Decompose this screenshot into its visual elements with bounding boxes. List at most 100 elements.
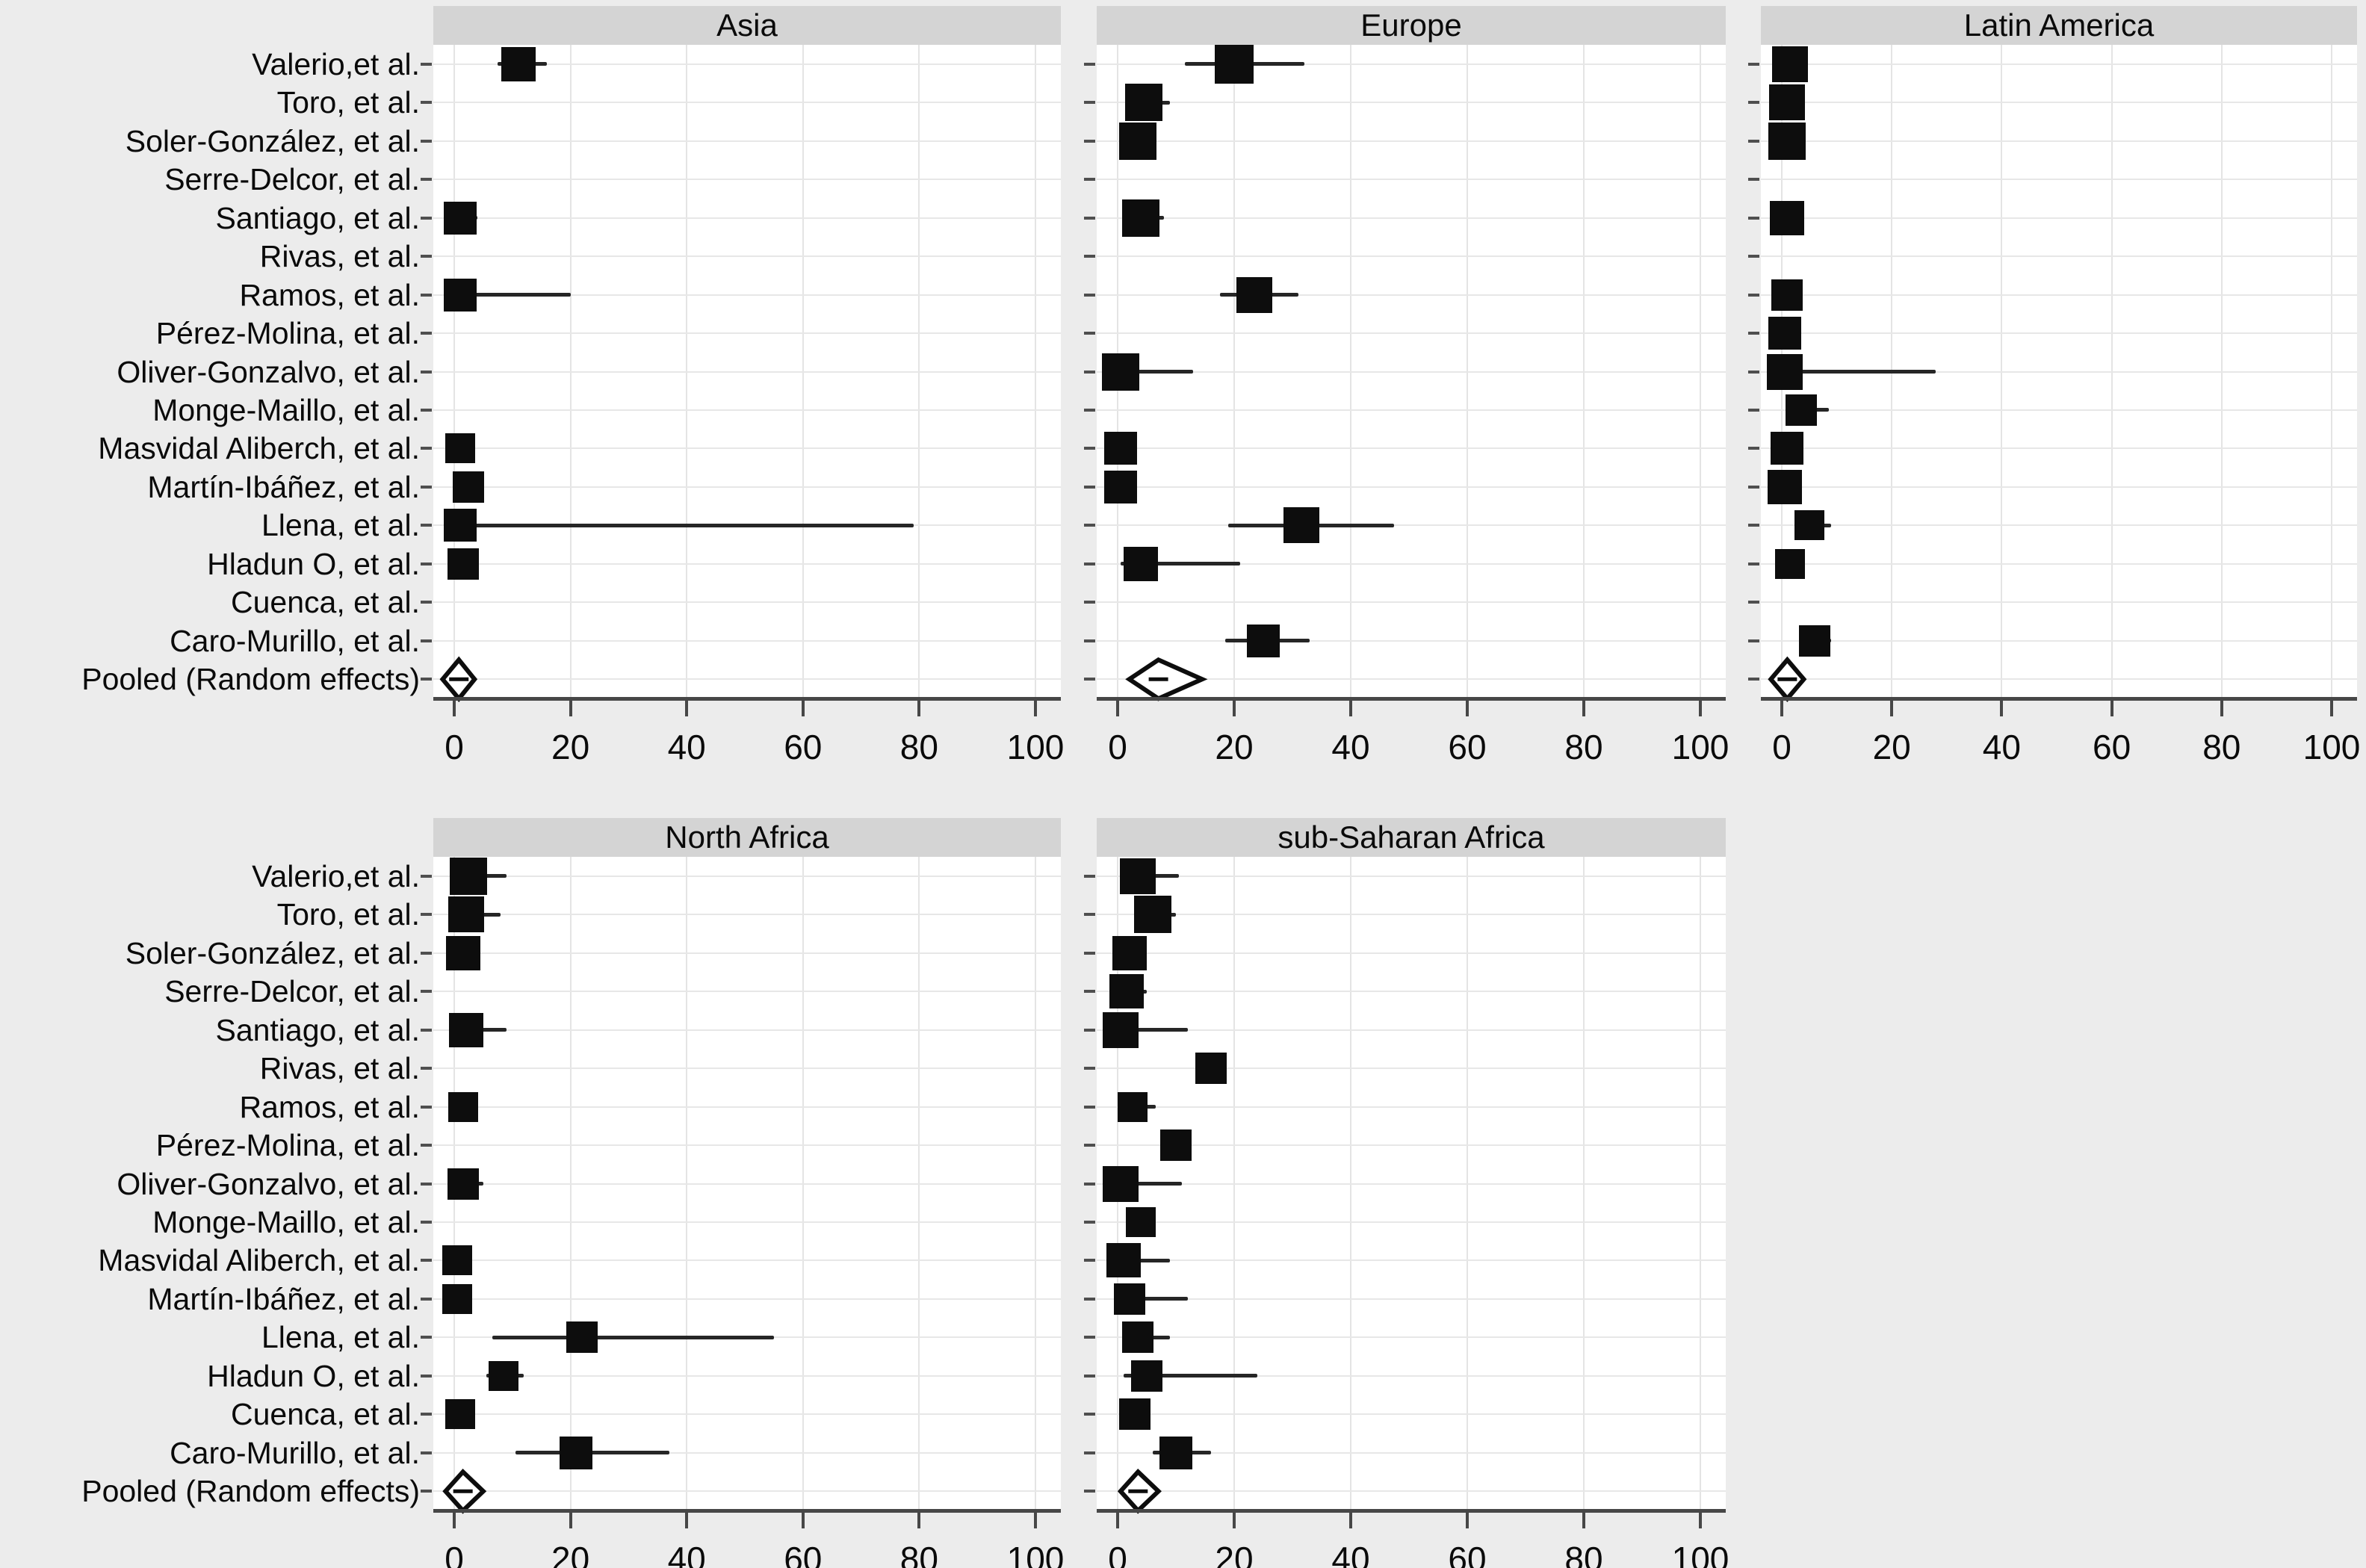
study-estimate-square (566, 1321, 598, 1354)
horizontal-gridline (1097, 601, 1726, 604)
y-axis-tick (421, 874, 432, 878)
horizontal-gridline (1097, 409, 1726, 411)
x-axis-tick-label: 20 (551, 728, 590, 766)
y-axis-tick (1084, 1182, 1095, 1186)
study-estimate-square (1771, 432, 1804, 465)
x-axis-tick-label: 40 (667, 728, 706, 766)
panel-title: sub-Saharan Africa (1097, 818, 1726, 857)
y-axis-tick (1748, 408, 1759, 412)
x-axis-tick (2000, 700, 2004, 716)
y-axis-tick (1748, 678, 1759, 681)
x-axis-tick-label: 0 (445, 1540, 464, 1568)
horizontal-gridline (1097, 1490, 1726, 1493)
horizontal-gridline (433, 1221, 1061, 1223)
horizontal-gridline (1761, 179, 2357, 181)
x-axis-tick (1116, 700, 1119, 716)
study-estimate-square (450, 857, 488, 895)
x-axis-tick (1466, 1512, 1469, 1528)
horizontal-gridline (433, 1413, 1061, 1416)
horizontal-gridline (1097, 678, 1726, 681)
study-estimate-square (1103, 432, 1137, 465)
y-axis-tick (1084, 62, 1095, 66)
horizontal-gridline (1097, 486, 1726, 488)
study-estimate-square (445, 935, 480, 970)
x-axis-tick (2220, 700, 2223, 716)
horizontal-gridline (433, 1029, 1061, 1031)
horizontal-gridline (1097, 1298, 1726, 1300)
y-axis-tick (1084, 601, 1095, 604)
horizontal-gridline (433, 1183, 1061, 1185)
y-axis-tick (421, 139, 432, 143)
horizontal-gridline (1097, 371, 1726, 373)
x-axis-line (1097, 1509, 1726, 1513)
study-estimate-square (1769, 84, 1806, 121)
pooled-diamond (1768, 656, 1807, 702)
horizontal-gridline (1097, 294, 1726, 296)
x-axis-tick-label: 60 (784, 1540, 823, 1568)
x-axis-tick (2110, 700, 2113, 716)
y-axis-tick (1748, 370, 1759, 374)
y-axis-tick (1084, 1067, 1095, 1070)
study-estimate-square (1771, 279, 1803, 311)
study-estimate-square (445, 1399, 475, 1430)
x-axis-tick (917, 1512, 921, 1528)
x-axis-tick (1780, 700, 1783, 716)
study-estimate-square (453, 471, 485, 503)
study-label: Cuenca, et al. (231, 1397, 420, 1432)
horizontal-gridline (433, 639, 1061, 642)
y-axis-tick (1084, 1490, 1095, 1493)
horizontal-gridline (1097, 1106, 1726, 1108)
x-axis-tick (2330, 700, 2333, 716)
x-axis-tick (1034, 700, 1037, 716)
horizontal-gridline (433, 1259, 1061, 1262)
x-axis-tick-label: 0 (1108, 1540, 1127, 1568)
study-estimate-square (448, 896, 484, 933)
study-estimate-square (1215, 44, 1254, 84)
forest-panel: sub-Saharan Africa 0 20 40 60 80 100 (1084, 818, 1729, 1568)
horizontal-gridline (433, 914, 1061, 916)
y-axis-tick (421, 332, 432, 335)
y-axis-tick (1084, 216, 1095, 220)
study-label: Monge-Maillo, et al. (152, 392, 420, 427)
x-axis-tick-label: 40 (1331, 1540, 1370, 1568)
horizontal-gridline (1761, 102, 2357, 104)
horizontal-gridline (1761, 447, 2357, 450)
horizontal-gridline (433, 409, 1061, 411)
confidence-interval-line (1118, 1182, 1182, 1186)
horizontal-gridline (1097, 102, 1726, 104)
y-axis-tick (421, 678, 432, 681)
x-axis-tick (1349, 1512, 1352, 1528)
x-axis-tick-label: 100 (1006, 728, 1065, 766)
x-axis-tick (453, 700, 456, 716)
study-label: Monge-Maillo, et al. (152, 1204, 420, 1239)
study-estimate-square (1106, 1243, 1141, 1278)
panel-title: Europe (1097, 6, 1726, 45)
study-estimate-square (1799, 625, 1831, 657)
y-axis-tick (421, 639, 432, 642)
horizontal-gridline (433, 63, 1061, 65)
horizontal-gridline (1761, 486, 2357, 488)
y-axis-tick (421, 1028, 432, 1032)
y-axis-tick (421, 1490, 432, 1493)
pooled-diamond (1125, 657, 1208, 701)
horizontal-gridline (1761, 294, 2357, 296)
y-axis-tick (421, 408, 432, 412)
x-axis-tick-label: 40 (667, 1540, 706, 1568)
x-axis-tick (1699, 1512, 1702, 1528)
study-estimate-square (1794, 510, 1824, 541)
y-axis-tick (1084, 293, 1095, 297)
y-axis-tick (1748, 216, 1759, 220)
study-estimate-square (1125, 84, 1163, 122)
y-axis-tick (421, 62, 432, 66)
study-estimate-square (1131, 1360, 1162, 1392)
y-axis-tick (1084, 874, 1095, 878)
y-axis-tick (421, 913, 432, 917)
forest-panel: Latin America 0 20 40 60 80 100 (1748, 6, 2360, 788)
study-estimate-square (442, 1283, 472, 1314)
x-axis-tick-label: 20 (1215, 728, 1254, 766)
x-axis-tick-label: 100 (1006, 1540, 1065, 1568)
study-label: Martín-Ibáñez, et al. (147, 1281, 420, 1316)
confidence-interval-line (1118, 370, 1194, 374)
x-axis-tick-label: 0 (445, 728, 464, 766)
confidence-interval-line (454, 523, 914, 527)
